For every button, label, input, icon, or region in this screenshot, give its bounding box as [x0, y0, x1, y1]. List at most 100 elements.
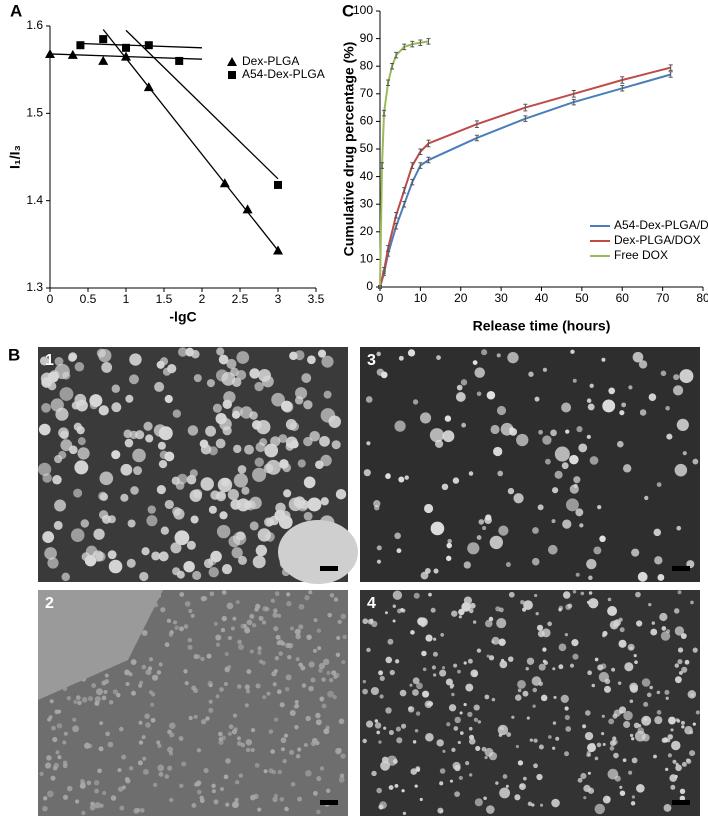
particle — [99, 721, 104, 726]
particle — [519, 783, 526, 791]
particle — [446, 722, 451, 727]
particle — [673, 608, 680, 614]
error-bar — [418, 162, 423, 169]
particle — [523, 776, 527, 781]
particle — [215, 694, 220, 699]
particle — [478, 519, 485, 525]
particle — [476, 391, 482, 397]
particle — [486, 391, 496, 400]
particle — [54, 357, 64, 366]
particle — [211, 783, 216, 789]
particle — [575, 572, 580, 577]
particle — [211, 789, 216, 794]
particle — [190, 515, 199, 524]
particle — [476, 535, 482, 540]
particle — [656, 690, 661, 695]
particle — [172, 506, 182, 516]
particle — [298, 662, 303, 668]
particle — [217, 477, 233, 493]
particle — [671, 740, 681, 751]
particle — [378, 804, 384, 810]
particle — [283, 733, 289, 738]
particle — [125, 778, 131, 784]
particle — [644, 495, 649, 501]
particle — [221, 372, 236, 386]
particle — [560, 694, 569, 703]
particle — [672, 385, 684, 396]
particle — [235, 600, 240, 605]
error-bar — [382, 267, 387, 274]
particle — [130, 486, 139, 495]
particle — [531, 557, 540, 566]
particle — [249, 411, 258, 420]
particle — [99, 803, 104, 808]
particle — [582, 724, 587, 729]
panel-label: A — [10, 1, 22, 20]
particle — [169, 732, 175, 738]
particle — [594, 803, 605, 815]
particle — [169, 797, 174, 803]
particle — [167, 746, 174, 753]
particle — [136, 807, 141, 813]
particle — [446, 555, 452, 562]
particle — [596, 742, 602, 748]
particle — [275, 502, 286, 514]
marker — [144, 41, 153, 50]
micrograph-label: 3 — [367, 352, 376, 369]
particle — [130, 659, 137, 665]
error-bar — [571, 98, 576, 106]
particle — [597, 504, 602, 510]
particle — [461, 422, 467, 428]
particle — [629, 733, 634, 738]
particle — [294, 396, 304, 405]
particle — [609, 620, 619, 630]
particle — [569, 454, 579, 465]
particle — [379, 694, 384, 699]
particle — [369, 618, 374, 623]
particle — [215, 642, 221, 647]
particle — [59, 387, 74, 401]
particle — [322, 658, 330, 666]
particle — [401, 723, 407, 729]
y-tick-label: 30 — [360, 196, 374, 210]
particle — [295, 633, 302, 640]
particle — [580, 772, 587, 780]
particle — [280, 400, 293, 412]
particle — [506, 732, 512, 738]
marker — [274, 180, 282, 189]
particle — [587, 670, 593, 676]
particle — [295, 754, 301, 759]
particle — [73, 488, 83, 498]
particle — [451, 610, 458, 617]
particle — [516, 433, 529, 447]
particle — [603, 685, 611, 693]
particle — [52, 765, 58, 771]
particle — [601, 714, 605, 718]
particle — [46, 790, 54, 798]
particle — [674, 676, 682, 684]
marker — [98, 55, 109, 65]
particle — [278, 515, 293, 530]
particle — [315, 712, 321, 719]
particle — [290, 782, 296, 787]
particle — [637, 571, 648, 582]
particle — [218, 731, 223, 737]
particle — [244, 703, 249, 708]
particle — [72, 717, 77, 722]
particle — [94, 788, 100, 794]
particle — [455, 392, 466, 402]
particle — [561, 462, 569, 470]
particle — [93, 780, 100, 786]
particle — [53, 520, 63, 530]
particle — [129, 374, 139, 385]
x-tick-label: 0 — [377, 291, 384, 305]
particle — [341, 660, 346, 665]
particle — [339, 773, 345, 779]
particle — [334, 672, 340, 678]
particle — [467, 658, 473, 664]
particle — [308, 661, 315, 668]
particle — [158, 426, 173, 441]
particle — [660, 631, 671, 641]
particle — [538, 663, 546, 671]
series-line — [379, 40, 429, 288]
